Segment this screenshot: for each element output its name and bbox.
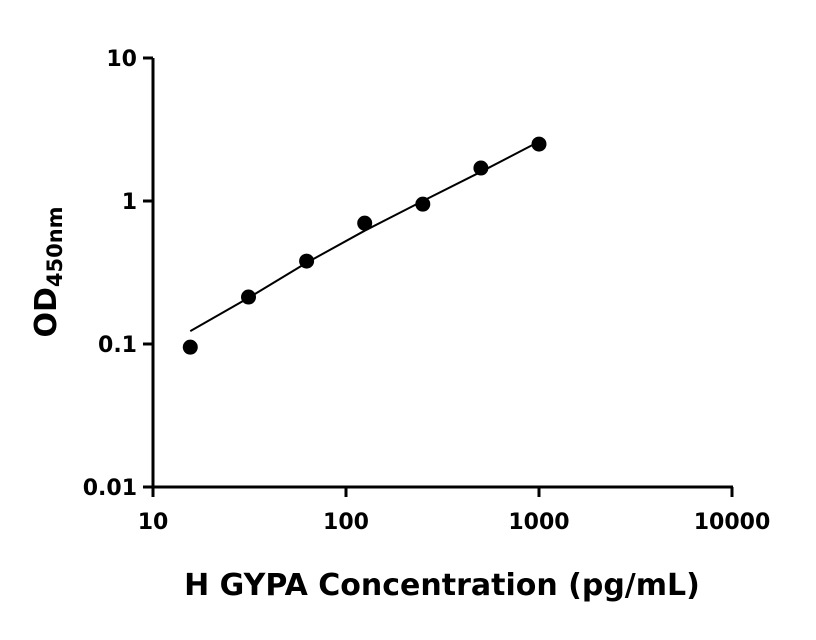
y-tick-label: 1 (122, 190, 137, 215)
data-point (473, 160, 489, 176)
y-label-main: OD (29, 287, 64, 337)
data-point (182, 339, 198, 355)
data-point (531, 136, 547, 152)
x-tick-label: 10 (138, 510, 169, 535)
x-tick-label: 1000 (508, 510, 569, 535)
y-axis-label: OD450nm (29, 206, 67, 337)
data-point (415, 196, 431, 212)
y-tick-label: 0.01 (83, 476, 137, 501)
data-point (357, 215, 373, 231)
x-tick-label: 100 (323, 510, 369, 535)
x-tick-label: 10000 (694, 510, 771, 535)
y-tick-label: 0.1 (98, 333, 137, 358)
fit-curve (189, 140, 540, 333)
y-label-subscript: 450nm (43, 206, 67, 287)
x-axis-label: H GYPA Concentration (pg/mL) (184, 568, 700, 603)
y-tick-label: 10 (106, 47, 137, 72)
